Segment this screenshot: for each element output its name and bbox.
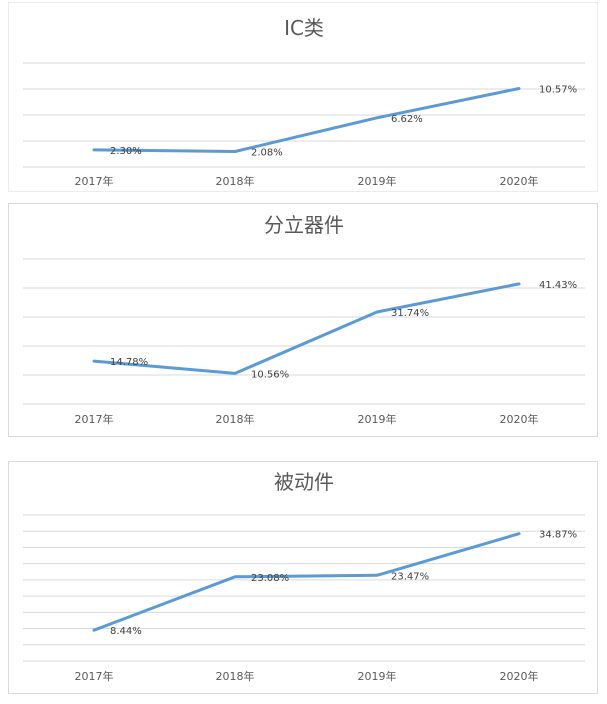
x-tick-label: 2017年 [75,669,114,683]
chart-panel-ic: IC类 2.30% 2.08% 6.62% 10.57% 2017年 2018年 2019年… [8,2,598,192]
data-label: 41.43% [539,280,577,291]
data-label: 31.74% [391,308,429,319]
x-tick-label: 2020年 [500,412,539,426]
x-tick-label: 2019年 [358,669,397,683]
chart-title: 被动件 [274,470,334,494]
grid [23,514,585,662]
series-line [92,87,521,153]
data-label: 2.30% [110,146,142,157]
x-tick-label: 2019年 [358,174,397,188]
data-label: 2.08% [251,148,283,159]
chart-panel-discrete: 分立器件 14.78% 10.56% 31.74% 41.43% 2017年 2018年 2… [8,203,598,437]
x-tick-label: 2018年 [216,669,255,683]
grid [23,62,585,168]
chart-title: IC类 [284,16,324,40]
data-label: 10.56% [251,369,289,380]
chart-discrete-devices: 分立器件 14.78% 10.56% 31.74% 41.43% 2017年 2018年 2… [23,213,585,426]
chart-title: 分立器件 [264,213,344,237]
data-label: 23.08% [251,573,289,584]
x-tick-label: 2017年 [75,412,114,426]
x-tick-label: 2020年 [500,174,539,188]
data-label: 23.47% [391,571,429,582]
series-line [92,282,521,375]
data-label: 34.87% [539,530,577,541]
x-tick-label: 2018年 [216,412,255,426]
x-tick-label: 2020年 [500,669,539,683]
series-line [92,532,521,632]
x-tick-label: 2018年 [216,174,255,188]
data-label: 14.78% [110,357,148,368]
x-tick-label: 2019年 [358,412,397,426]
chart-panel-passive: 被动件 8.44% 23.08% 23.47% 34.87% 2017年 2018年 201… [8,461,598,694]
chart-ic: IC类 2.30% 2.08% 6.62% 10.57% 2017年 2018年 2019年… [23,16,585,188]
chart-passive-components: 被动件 8.44% 23.08% 23.47% 34.87% 2017年 2018年 201… [23,470,585,683]
x-tick-label: 2017年 [75,174,114,188]
grid [23,258,585,405]
data-label: 6.62% [391,114,423,125]
data-label: 10.57% [539,84,577,95]
data-label: 8.44% [110,626,142,637]
